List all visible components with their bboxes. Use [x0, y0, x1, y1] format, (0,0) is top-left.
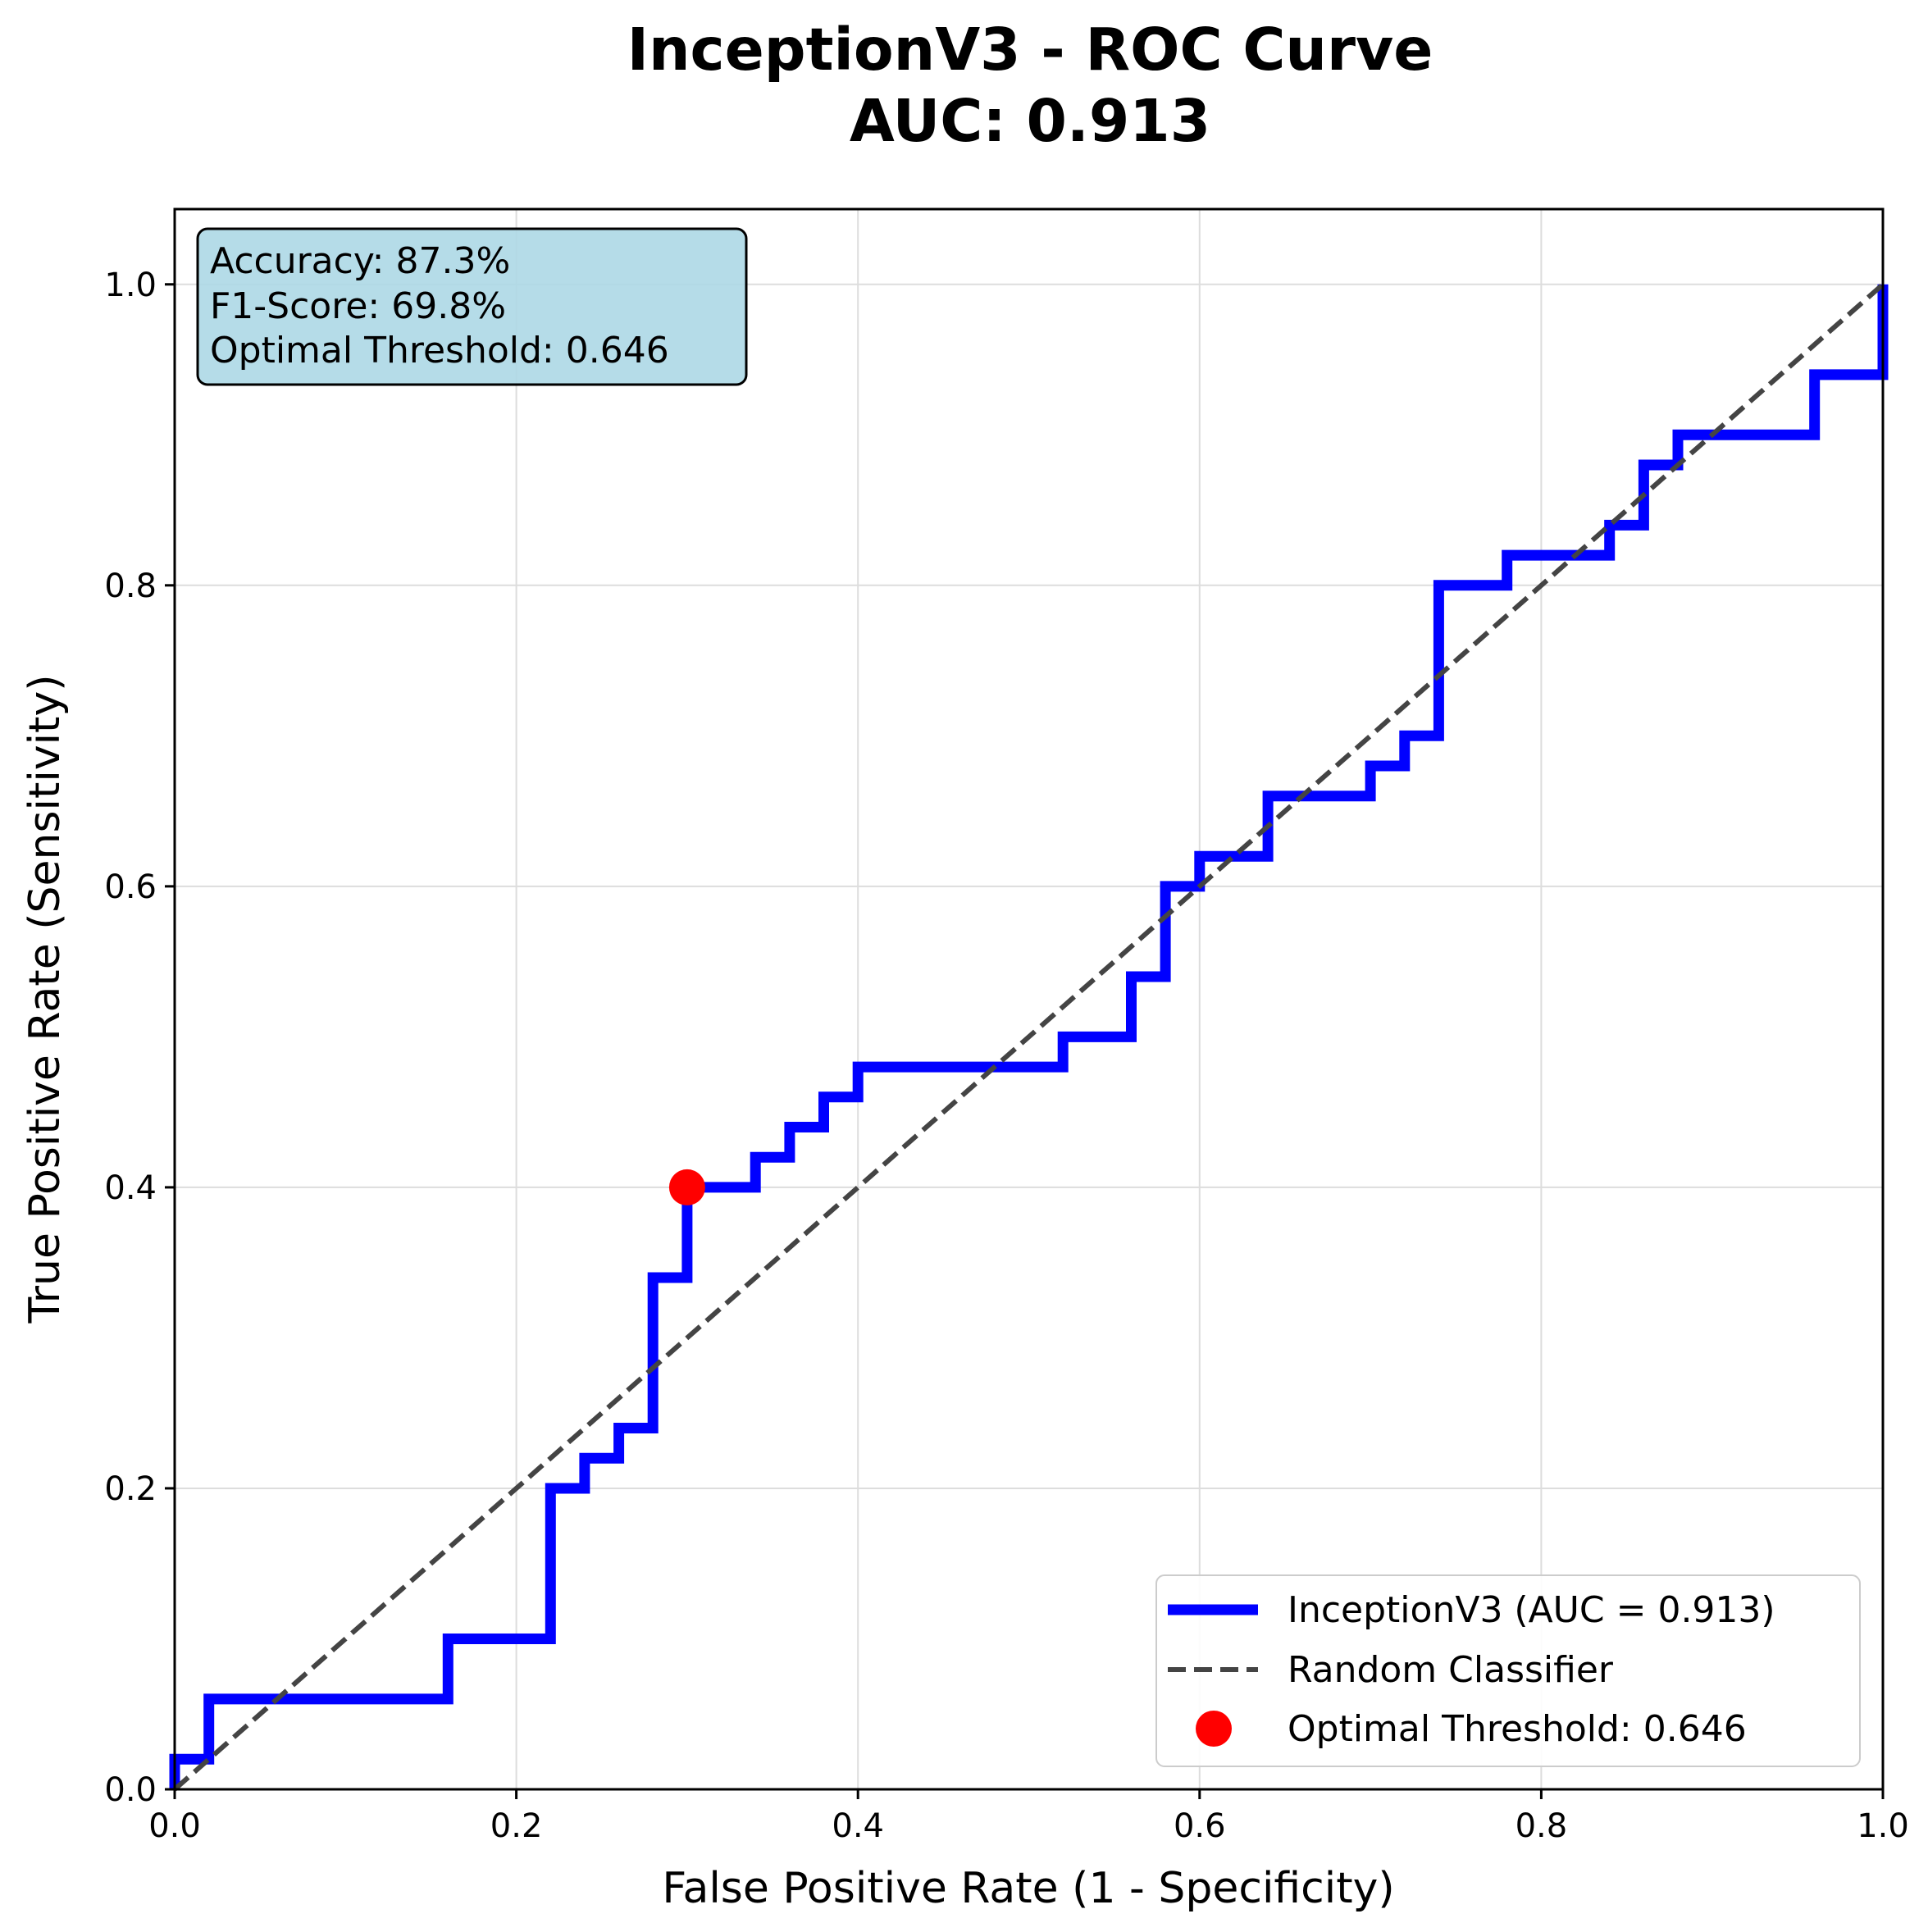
grid-lines — [174, 209, 1884, 1790]
x-axis-label: False Positive Rate (1 - Specificity) — [662, 1864, 1394, 1913]
y-tick-label-4: 0.8 — [104, 567, 157, 605]
y-tick-label-5: 1.0 — [104, 267, 157, 304]
legend-box — [1155, 1574, 1861, 1767]
series-layer — [169, 282, 1889, 1792]
roc-curve-line — [169, 284, 1889, 1789]
legend-label-inceptionv3: InceptionV3 (AUC = 0.913) — [1288, 1589, 1775, 1631]
x-tick-label-3: 0.6 — [1174, 1807, 1226, 1845]
legend: InceptionV3 (AUC = 0.913) Random Classif… — [1155, 1574, 1861, 1767]
metrics-f1-score: F1-Score: 69.8% — [210, 285, 506, 327]
metrics-box-background — [196, 227, 748, 386]
marker-layer — [668, 1169, 705, 1205]
y-tick-label-1: 0.2 — [104, 1470, 157, 1508]
x-tick-label-0: 0.0 — [148, 1807, 201, 1845]
x-tick-label-4: 0.8 — [1516, 1807, 1568, 1845]
chart-subtitle: AUC: 0.913 — [850, 87, 1210, 155]
x-tick-label-1: 0.2 — [490, 1807, 543, 1845]
random-classifier-line — [173, 282, 1885, 1792]
x-tick-label-2: 0.4 — [832, 1807, 884, 1845]
plot-frame — [173, 207, 1885, 1791]
y-tick-label-2: 0.4 — [104, 1169, 157, 1207]
metrics-accuracy: Accuracy: 87.3% — [210, 240, 510, 282]
y-axis-label: True Positive Rate (Sensitivity) — [21, 674, 70, 1324]
metrics-box: Accuracy: 87.3% F1-Score: 69.8% Optimal … — [196, 227, 748, 386]
chart-title: InceptionV3 - ROC Curve — [627, 16, 1433, 84]
legend-label-optimal-threshold: Optimal Threshold: 0.646 — [1288, 1708, 1747, 1750]
legend-marker-optimal-threshold — [1196, 1711, 1232, 1747]
metrics-optimal-threshold: Optimal Threshold: 0.646 — [210, 330, 669, 371]
tick-layer: 0.0 0.2 0.4 0.6 0.8 1.0 0.0 0.2 0.4 0.6 0.8 1.0 — [104, 267, 1908, 1845]
y-tick-label-0: 0.0 — [104, 1771, 157, 1809]
optimal-threshold-point — [668, 1169, 705, 1205]
y-tick-label-3: 0.6 — [104, 868, 157, 906]
x-tick-label-5: 1.0 — [1857, 1807, 1909, 1845]
legend-label-random-classifier: Random Classifier — [1288, 1649, 1614, 1691]
